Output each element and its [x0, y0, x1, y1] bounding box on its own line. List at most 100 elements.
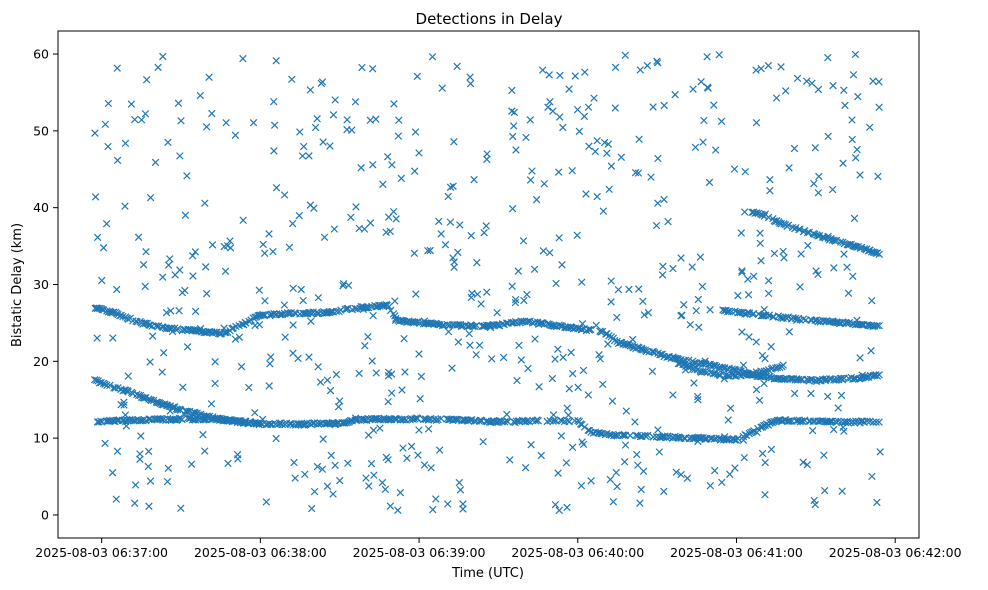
detection-point	[567, 348, 575, 357]
y-tick-label: 20	[33, 354, 49, 369]
detection-point	[655, 448, 664, 456]
detection-point	[117, 400, 125, 409]
detection-point	[530, 318, 539, 327]
detection-point	[790, 144, 799, 153]
detection-point	[851, 417, 860, 425]
detection-point	[726, 404, 735, 412]
detection-point	[144, 447, 153, 456]
detection-point	[574, 383, 582, 392]
detection-point	[604, 340, 612, 348]
detection-point	[351, 98, 360, 106]
detection-point	[621, 441, 630, 449]
detection-point	[202, 123, 211, 131]
detection-point	[499, 353, 508, 362]
detection-point	[152, 398, 161, 406]
detection-point	[318, 465, 327, 473]
detection-point	[486, 323, 495, 332]
detection-point	[754, 209, 763, 218]
x-axis-label: Time (UTC)	[451, 566, 524, 581]
detection-point	[565, 385, 574, 393]
detection-point	[299, 296, 307, 305]
detection-point	[509, 122, 518, 130]
detection-point	[875, 321, 883, 330]
detection-point	[205, 73, 213, 82]
detection-point	[587, 325, 595, 334]
detection-point	[388, 161, 396, 169]
detection-point	[174, 99, 183, 107]
y-tick-label: 50	[33, 123, 49, 138]
detection-point	[738, 328, 746, 336]
detection-point	[211, 358, 219, 366]
y-tick-label: 60	[33, 47, 49, 62]
detection-point	[620, 458, 629, 466]
detection-point	[438, 84, 446, 92]
detection-point	[767, 445, 776, 454]
detection-point	[698, 282, 707, 291]
detection-point	[196, 324, 205, 333]
detection-point	[740, 208, 749, 216]
detection-point	[808, 426, 817, 435]
detection-point	[237, 362, 246, 371]
detection-point	[384, 456, 392, 464]
detection-point	[595, 351, 603, 359]
x-tick-label: 2025-08-03 06:37:00	[35, 545, 168, 560]
detection-point	[444, 327, 453, 336]
detection-point	[638, 344, 646, 353]
detection-point	[113, 156, 122, 165]
detection-point	[694, 295, 703, 304]
detection-point	[658, 271, 667, 279]
detection-point	[699, 138, 707, 146]
detection-point	[326, 142, 334, 150]
detection-point	[202, 289, 211, 298]
detection-point	[514, 267, 523, 275]
detection-point	[98, 305, 106, 314]
detection-point	[334, 403, 343, 411]
detection-point	[840, 86, 848, 94]
detection-point	[265, 230, 273, 238]
detection-point	[437, 230, 445, 238]
detection-point	[141, 110, 150, 118]
detection-point	[522, 133, 530, 142]
detection-point	[353, 305, 361, 313]
detection-point	[752, 385, 761, 394]
detection-point	[539, 247, 548, 255]
detection-point	[756, 229, 764, 237]
detection-point	[549, 107, 557, 115]
detection-point	[731, 372, 739, 380]
detection-point	[355, 224, 364, 233]
detection-point	[255, 421, 263, 429]
detection-point	[673, 433, 681, 441]
detection-point	[653, 57, 661, 65]
detection-point	[142, 76, 151, 84]
detection-point	[814, 189, 823, 197]
detection-point	[297, 285, 305, 294]
detection-point	[607, 298, 615, 306]
detection-point	[797, 376, 805, 384]
detection-point	[355, 369, 363, 378]
detection-point	[767, 342, 775, 351]
detection-point	[260, 249, 269, 257]
detection-point	[599, 207, 608, 215]
detection-point	[102, 220, 111, 228]
detection-point	[504, 418, 512, 426]
detection-point	[175, 307, 183, 315]
detection-point	[564, 411, 573, 419]
detection-point	[779, 247, 787, 256]
detection-point	[548, 374, 557, 383]
detection-point	[426, 246, 434, 255]
detection-point	[144, 462, 153, 471]
detection-point	[610, 336, 619, 345]
detection-point	[724, 372, 732, 380]
detection-point	[344, 304, 352, 313]
detection-point	[361, 342, 369, 350]
detection-point	[839, 159, 847, 168]
detection-point	[799, 315, 808, 323]
detection-point	[166, 307, 175, 315]
detection-point	[378, 478, 387, 487]
detection-point	[761, 490, 769, 499]
detection-point	[513, 376, 521, 385]
detection-point	[226, 237, 234, 245]
detection-point	[455, 478, 463, 487]
detection-point	[174, 405, 182, 414]
detection-point	[201, 447, 209, 455]
